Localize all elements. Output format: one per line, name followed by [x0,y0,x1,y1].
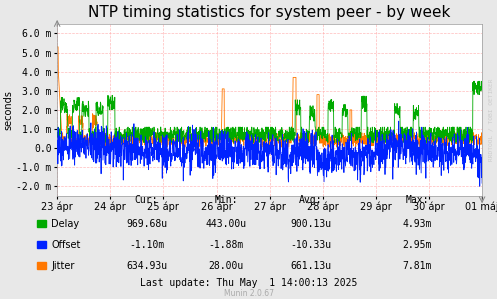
Text: Delay: Delay [51,219,80,229]
Text: 7.81m: 7.81m [403,261,432,271]
Text: 969.68u: 969.68u [126,219,167,229]
Text: 2.95m: 2.95m [403,240,432,250]
Text: 900.13u: 900.13u [290,219,331,229]
Text: -1.88m: -1.88m [209,240,244,250]
Text: 4.93m: 4.93m [403,219,432,229]
Text: -1.10m: -1.10m [129,240,164,250]
Text: Min:: Min: [214,195,238,205]
Text: Avg:: Avg: [299,195,323,205]
Text: Last update: Thu May  1 14:00:13 2025: Last update: Thu May 1 14:00:13 2025 [140,278,357,288]
Title: NTP timing statistics for system peer - by week: NTP timing statistics for system peer - … [88,5,451,20]
Y-axis label: seconds: seconds [3,90,13,130]
Text: 443.00u: 443.00u [206,219,247,229]
Text: Cur:: Cur: [135,195,159,205]
Text: 28.00u: 28.00u [209,261,244,271]
Text: RRDTOOL / TOBI OETIKER: RRDTOOL / TOBI OETIKER [489,78,494,161]
Text: Max:: Max: [406,195,429,205]
Text: Jitter: Jitter [51,261,75,271]
Text: 661.13u: 661.13u [290,261,331,271]
Text: -10.33u: -10.33u [290,240,331,250]
Text: Munin 2.0.67: Munin 2.0.67 [224,289,273,298]
Text: Offset: Offset [51,240,81,250]
Text: 634.93u: 634.93u [126,261,167,271]
